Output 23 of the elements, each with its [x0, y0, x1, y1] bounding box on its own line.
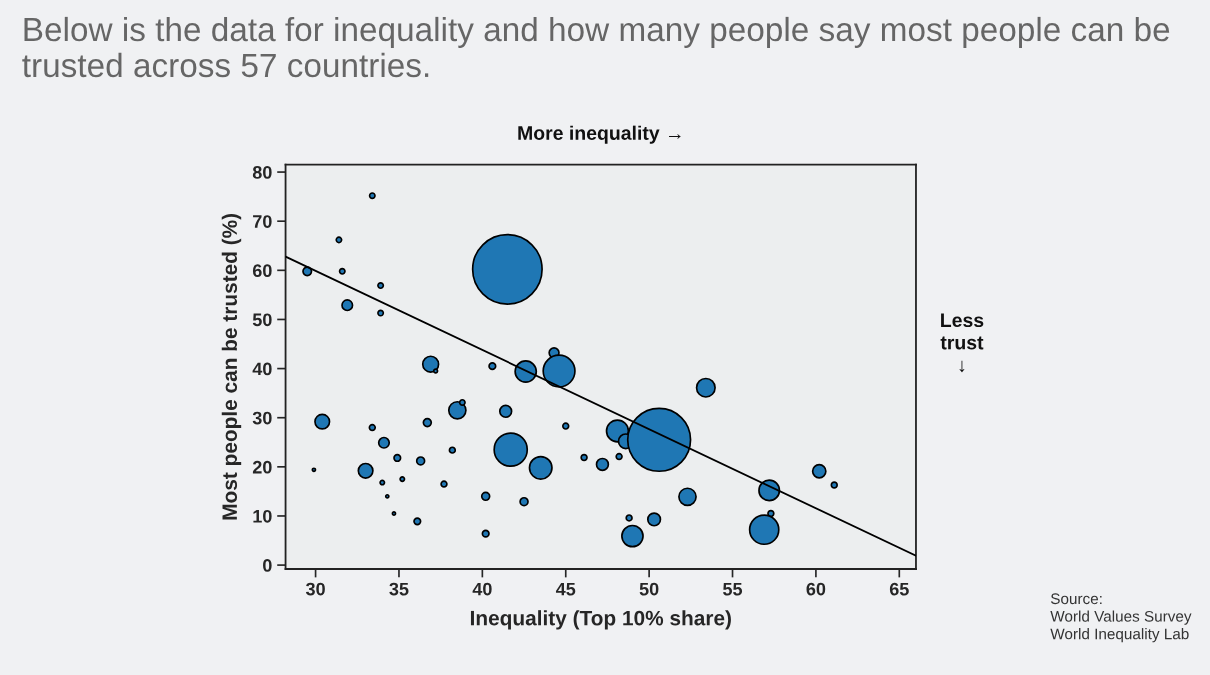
y-tick-label: 0 — [263, 559, 272, 572]
x-tick-label: 30 — [305, 582, 325, 596]
y-tick-label: 60 — [252, 264, 272, 278]
y-tick-label: 80 — [252, 166, 272, 179]
y-tick-label: 50 — [252, 313, 272, 327]
y-tick-label: 70 — [253, 215, 272, 228]
x-tick-label: 50 — [639, 582, 659, 596]
source-note: Source: World Values Survey World Inequality Lab — [1050, 593, 1192, 643]
y-tick-label: 10 — [253, 509, 272, 523]
y-tick-label: 20 — [252, 460, 272, 474]
y-axis-title: Most people can be trusted (%) — [221, 213, 242, 520]
y-tick-label: 40 — [252, 362, 272, 376]
text: Less trust ↓ — [940, 313, 984, 373]
x-tick-label: 45 — [555, 582, 576, 596]
x-tick-label: 65 — [889, 582, 909, 596]
x-tick-label: 55 — [723, 582, 743, 596]
x-tick-label: 40 — [472, 582, 492, 596]
x-tick-label: 35 — [389, 582, 409, 596]
x-tick-label: 60 — [806, 582, 826, 596]
text: More inequality → — [518, 125, 681, 144]
y-tick-label: 30 — [252, 411, 272, 425]
x-axis-title: Inequality (Top 10% share) — [470, 610, 731, 630]
chart-title: Below is the data for inequality and how many people say most people can be trusted across 57 countries. — [22, 16, 1170, 78]
